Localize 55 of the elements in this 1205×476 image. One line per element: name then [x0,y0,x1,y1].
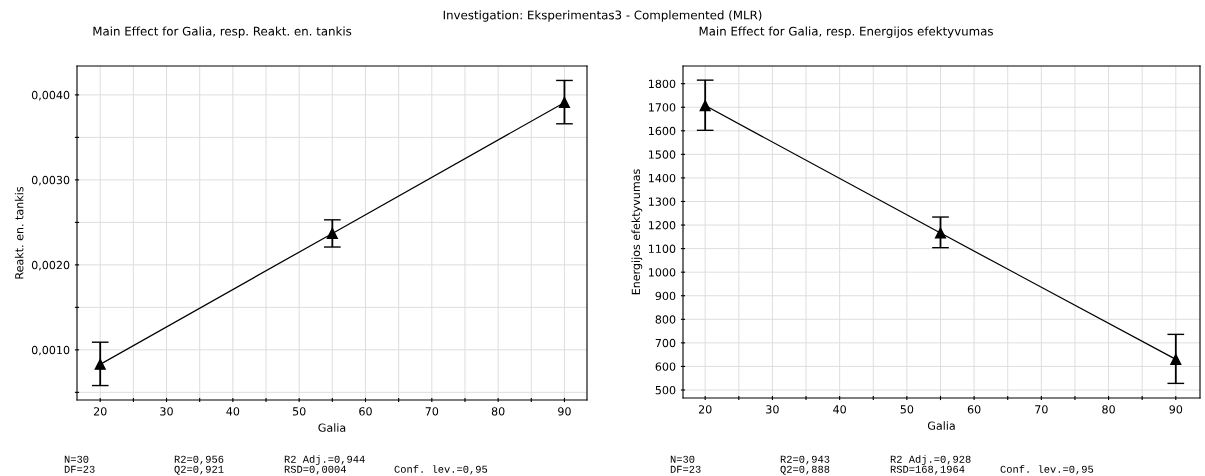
y-tick-label: 1700 [649,103,676,112]
y-tick-label: 1200 [649,221,676,230]
y-axis-title: Energijos efektyvumas [631,169,643,295]
y-tick-label: 900 [655,291,676,301]
text: DF=23 [670,465,701,473]
text: Q2=0,888 [780,465,830,475]
x-tick-label: 40 [226,407,240,416]
x-tick-label: 30 [766,405,779,414]
y-tick-label: 1500 [649,150,676,159]
text: R2 Adj.=0,944 [284,455,365,465]
x-tick-label: 40 [833,405,846,414]
x-tick-label: 90 [1169,405,1183,414]
text: Conf. lev.=0,95 [394,465,488,475]
y-tick-label: 700 [655,338,676,348]
y-tick-label: 0,0030 [31,175,70,186]
x-tick-label: 60 [967,405,981,414]
x-tick-label: 70 [425,407,439,416]
chart-title: Main Effect for Galia, resp. Reakt. en. tankis [93,26,352,38]
x-tick-label: 50 [292,407,306,416]
text: RSD=0,0004 [284,465,346,475]
x-axis-title: Galia [927,421,955,430]
y-tick-label: 800 [655,315,676,324]
x-tick-label: 20 [698,405,712,414]
x-tick-label: 60 [359,407,372,416]
y-tick-label: 1300 [649,197,676,206]
x-tick-label: 50 [900,405,914,414]
x-tick-label: 90 [558,407,571,416]
y-tick-label: 600 [655,362,676,371]
x-tick-label: 20 [93,407,107,416]
chart-title: Main Effect for Galia, resp. Energijos efektyvumas [699,26,993,38]
text: Q2=0,921 [174,465,224,475]
text: DF=23 [64,465,95,473]
y-tick-label: 0,0020 [31,260,70,271]
text: R2=0,956 [174,455,224,465]
y-tick-label: 1100 [649,244,676,253]
x-tick-label: 70 [1035,405,1048,414]
x-tick-label: 80 [491,407,505,416]
y-tick-label: 0,0010 [31,345,70,356]
text: RSD=168,1964 [890,465,965,475]
text: Investigation: Eksperimentas3 - Complemented (MLR) [443,10,762,22]
x-axis-title: Galia [318,423,346,432]
y-tick-label: 1000 [649,268,676,277]
text: N=30 [64,455,89,463]
text: R2=0,943 [780,455,830,465]
y-tick-label: 1800 [649,79,676,89]
y-tick-label: 1400 [649,173,676,183]
text: N=30 [670,455,695,463]
y-tick-label: 1600 [649,126,676,136]
y-tick-label: 500 [655,385,676,395]
y-tick-label: 0,0040 [31,90,70,101]
x-tick-label: 30 [160,407,173,416]
text: R2 Adj.=0,928 [890,455,971,465]
text: Conf. lev.=0,95 [1000,465,1094,475]
x-tick-label: 80 [1102,405,1115,414]
y-axis-title: Reakt. en. tankis [14,186,24,279]
